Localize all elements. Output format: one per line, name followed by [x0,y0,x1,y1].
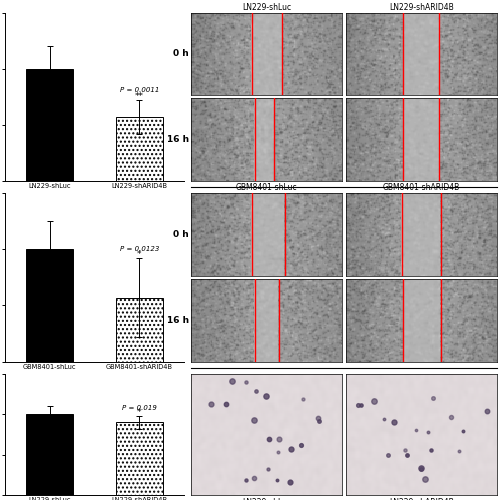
Title: GBM8401-shLuc: GBM8401-shLuc [236,184,297,192]
Text: P = 0.0011: P = 0.0011 [120,88,159,94]
Title: LN229-shLuc: LN229-shLuc [242,2,291,12]
Text: 16 h: 16 h [167,135,189,144]
Bar [26,414,73,495]
Text: P = 0.019: P = 0.019 [122,405,157,411]
Text: **: ** [135,92,144,101]
Title: LN229-shARID4B: LN229-shARID4B [389,2,454,12]
Text: 0 h: 0 h [173,50,189,58]
Text: 0 h: 0 h [173,230,189,239]
X-axis label: LN229-shLuc: LN229-shLuc [242,498,291,500]
Text: 16 h: 16 h [167,316,189,324]
Text: *: * [137,408,142,416]
Bar [116,117,163,181]
X-axis label: LN229-shARID4B: LN229-shARID4B [389,498,454,500]
Title: GBM8401-shARID4B: GBM8401-shARID4B [383,184,460,192]
Bar [116,298,163,362]
Bar [26,68,73,181]
Text: *: * [137,250,142,260]
Bar [26,250,73,362]
Text: P = 0.0123: P = 0.0123 [120,246,159,252]
Bar [116,422,163,495]
